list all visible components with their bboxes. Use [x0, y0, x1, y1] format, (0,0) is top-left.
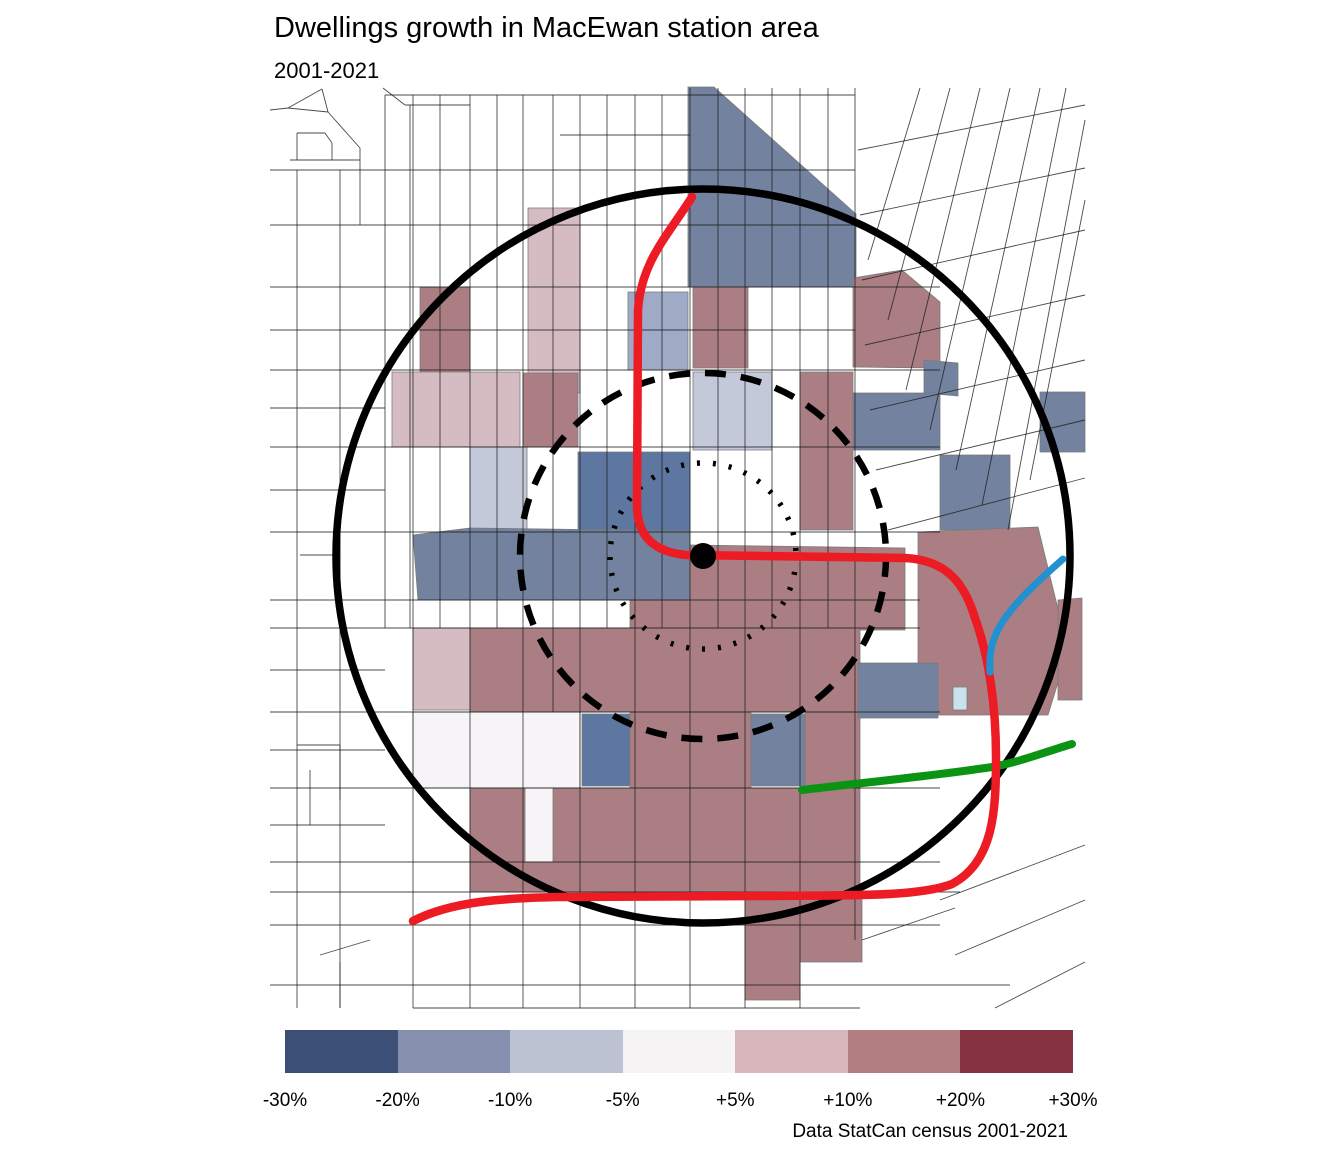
city-block: [923, 359, 959, 397]
street-line: [861, 907, 956, 941]
street-line: [287, 88, 323, 109]
city-block: [524, 787, 554, 863]
city-block: [852, 269, 941, 369]
city-block: [581, 713, 631, 787]
page-title: Dwellings growth in MacEwan station area: [274, 12, 819, 44]
blue-route-line: [986, 555, 1067, 676]
street-line: [857, 104, 1086, 151]
radius-ring-solid: [332, 185, 1074, 927]
street-line: [859, 167, 1086, 216]
city-block: [804, 711, 861, 789]
city-block: [952, 686, 968, 711]
city-block: [469, 627, 861, 713]
red-route-line: [408, 192, 1001, 926]
city-block: [527, 207, 581, 394]
city-block: [852, 392, 941, 451]
street-line: [869, 359, 1086, 411]
street-line: [1007, 119, 1086, 531]
street-line: [864, 294, 1086, 346]
city-block: [799, 371, 854, 531]
city-block: [412, 711, 581, 789]
street-line: [939, 844, 1086, 901]
street-line: [981, 87, 1067, 506]
street-line: [929, 87, 1011, 431]
street-line: [905, 87, 981, 391]
city-block: [692, 286, 749, 369]
street-line: [321, 88, 329, 113]
city-block: [629, 711, 752, 789]
street-line: [955, 87, 1041, 471]
city-block: [750, 713, 806, 787]
city-block: [391, 371, 521, 448]
city-block: [857, 662, 939, 719]
city-block: [412, 627, 471, 711]
street-line: [1029, 199, 1086, 481]
street-line: [382, 87, 406, 106]
street-line: [269, 107, 289, 111]
street-line: [324, 132, 333, 144]
city-block: [939, 454, 1011, 531]
street-line: [861, 229, 1086, 281]
data-source-caption: Data StatCan census 2001-2021: [792, 1121, 1068, 1142]
city-block: [522, 372, 579, 448]
street-line: [327, 111, 361, 149]
green-route-line: [798, 740, 1076, 794]
street-line: [319, 939, 371, 956]
street-line: [994, 961, 1086, 1009]
page-subtitle: 2001-2021: [274, 58, 380, 83]
station-marker: [690, 543, 716, 569]
street-line: [887, 477, 1086, 531]
street-line: [954, 899, 1086, 956]
street-line: [287, 107, 329, 113]
street-line: [887, 87, 951, 321]
